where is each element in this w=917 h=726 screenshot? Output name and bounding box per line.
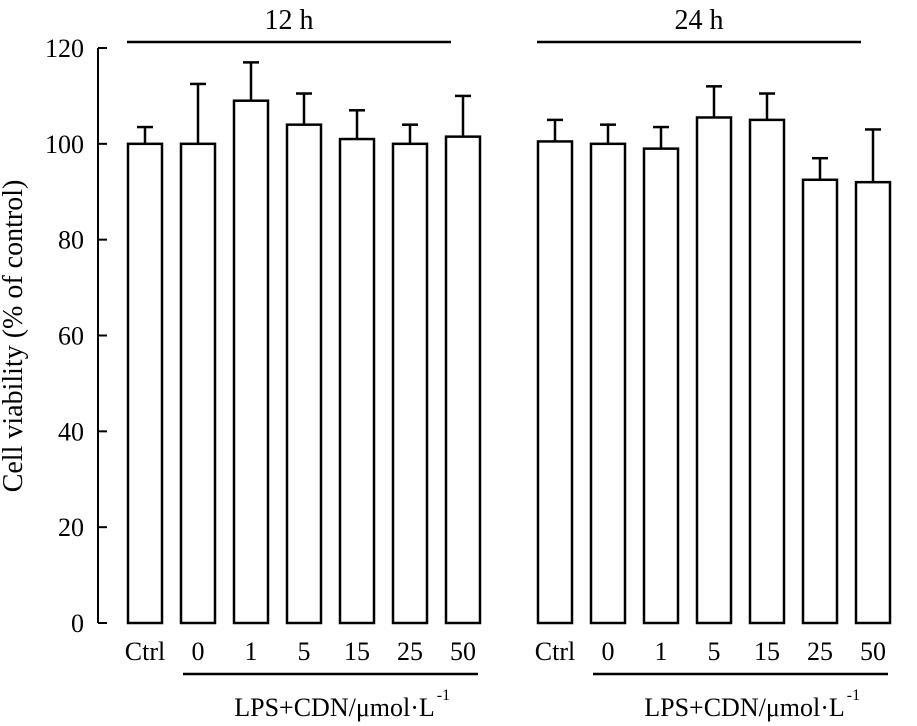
y-tick-label: 60	[58, 322, 84, 351]
y-tick-label: 80	[58, 226, 84, 255]
x-tick-label: 0	[602, 637, 615, 666]
bar	[179, 142, 217, 625]
x-tick-label: Ctrl	[125, 637, 165, 666]
bar	[444, 135, 482, 625]
y-tick-label: 40	[58, 417, 84, 446]
x-tick-label: 15	[754, 637, 780, 666]
bar	[232, 99, 270, 625]
group-title: 12 h	[265, 5, 314, 36]
treatment-label-superscript: -1	[847, 687, 860, 704]
x-tick-label: 1	[655, 637, 668, 666]
treatment-label: LPS+CDN/μmol·L	[644, 693, 845, 722]
x-tick-label: 1	[245, 637, 258, 666]
y-tick-label: 100	[45, 130, 84, 159]
x-tick-label: 15	[344, 637, 370, 666]
bar	[126, 142, 164, 625]
x-tick-label: Ctrl	[535, 637, 575, 666]
x-tick-label: 5	[708, 637, 721, 666]
x-tick-label: 50	[860, 637, 886, 666]
y-tick-label: 20	[58, 513, 84, 542]
x-tick-label: 25	[397, 637, 423, 666]
x-tick-label: 5	[298, 637, 311, 666]
treatment-label-superscript: -1	[437, 687, 450, 704]
x-tick-label: 25	[807, 637, 833, 666]
y-axis-label: Cell viability (% of control)	[0, 180, 29, 493]
treatment-label: LPS+CDN/μmol·L	[234, 693, 435, 722]
bar	[854, 180, 892, 625]
bar	[338, 137, 376, 625]
bar	[642, 147, 680, 625]
x-tick-label: 0	[192, 637, 205, 666]
bar	[801, 178, 839, 625]
bar	[285, 123, 323, 625]
x-tick-label: 50	[450, 637, 476, 666]
bar	[589, 142, 627, 625]
bar	[391, 142, 429, 625]
bar	[748, 118, 786, 625]
bar	[695, 116, 733, 625]
group-title: 24 h	[675, 5, 724, 36]
y-tick-label: 120	[45, 34, 84, 63]
bar	[536, 140, 574, 625]
y-tick-label: 0	[71, 609, 84, 638]
